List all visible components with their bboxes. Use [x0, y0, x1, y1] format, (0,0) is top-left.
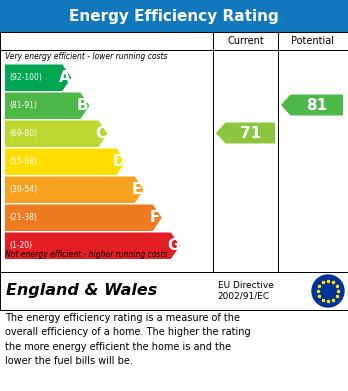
Text: D: D — [113, 154, 125, 169]
Text: C: C — [95, 126, 106, 141]
Text: G: G — [167, 238, 180, 253]
Text: England & Wales: England & Wales — [6, 283, 157, 298]
Circle shape — [312, 275, 344, 307]
Text: Energy Efficiency Rating: Energy Efficiency Rating — [69, 9, 279, 23]
Bar — [0, 272, 348, 310]
Polygon shape — [5, 204, 162, 231]
Text: (69-80): (69-80) — [9, 129, 37, 138]
Text: (81-91): (81-91) — [9, 101, 37, 110]
Polygon shape — [5, 93, 89, 119]
Text: 2002/91/EC: 2002/91/EC — [218, 292, 270, 301]
Text: The energy efficiency rating is a measure of the
overall efficiency of a home. T: The energy efficiency rating is a measur… — [5, 313, 251, 366]
Polygon shape — [5, 149, 126, 175]
Text: 81: 81 — [306, 97, 327, 113]
Text: (55-68): (55-68) — [9, 157, 37, 166]
Text: F: F — [150, 210, 160, 225]
Text: (39-54): (39-54) — [9, 185, 37, 194]
Text: Not energy efficient - higher running costs: Not energy efficient - higher running co… — [5, 250, 167, 259]
Text: B: B — [77, 98, 89, 113]
Polygon shape — [5, 233, 180, 259]
Text: A: A — [59, 70, 71, 85]
Text: Current: Current — [227, 36, 264, 46]
Bar — [0, 32, 348, 272]
Text: (92-100): (92-100) — [9, 73, 42, 82]
Polygon shape — [216, 122, 275, 143]
Polygon shape — [5, 120, 108, 147]
Text: 71: 71 — [240, 126, 261, 140]
Polygon shape — [281, 95, 343, 115]
Text: EU Directive: EU Directive — [218, 282, 274, 291]
Text: E: E — [132, 182, 142, 197]
Bar — [0, 0, 348, 32]
Polygon shape — [5, 65, 71, 91]
Text: (1-20): (1-20) — [9, 241, 32, 250]
Text: Very energy efficient - lower running costs: Very energy efficient - lower running co… — [5, 52, 167, 61]
Text: Potential: Potential — [292, 36, 334, 46]
Polygon shape — [5, 176, 144, 203]
Text: (21-38): (21-38) — [9, 213, 37, 222]
